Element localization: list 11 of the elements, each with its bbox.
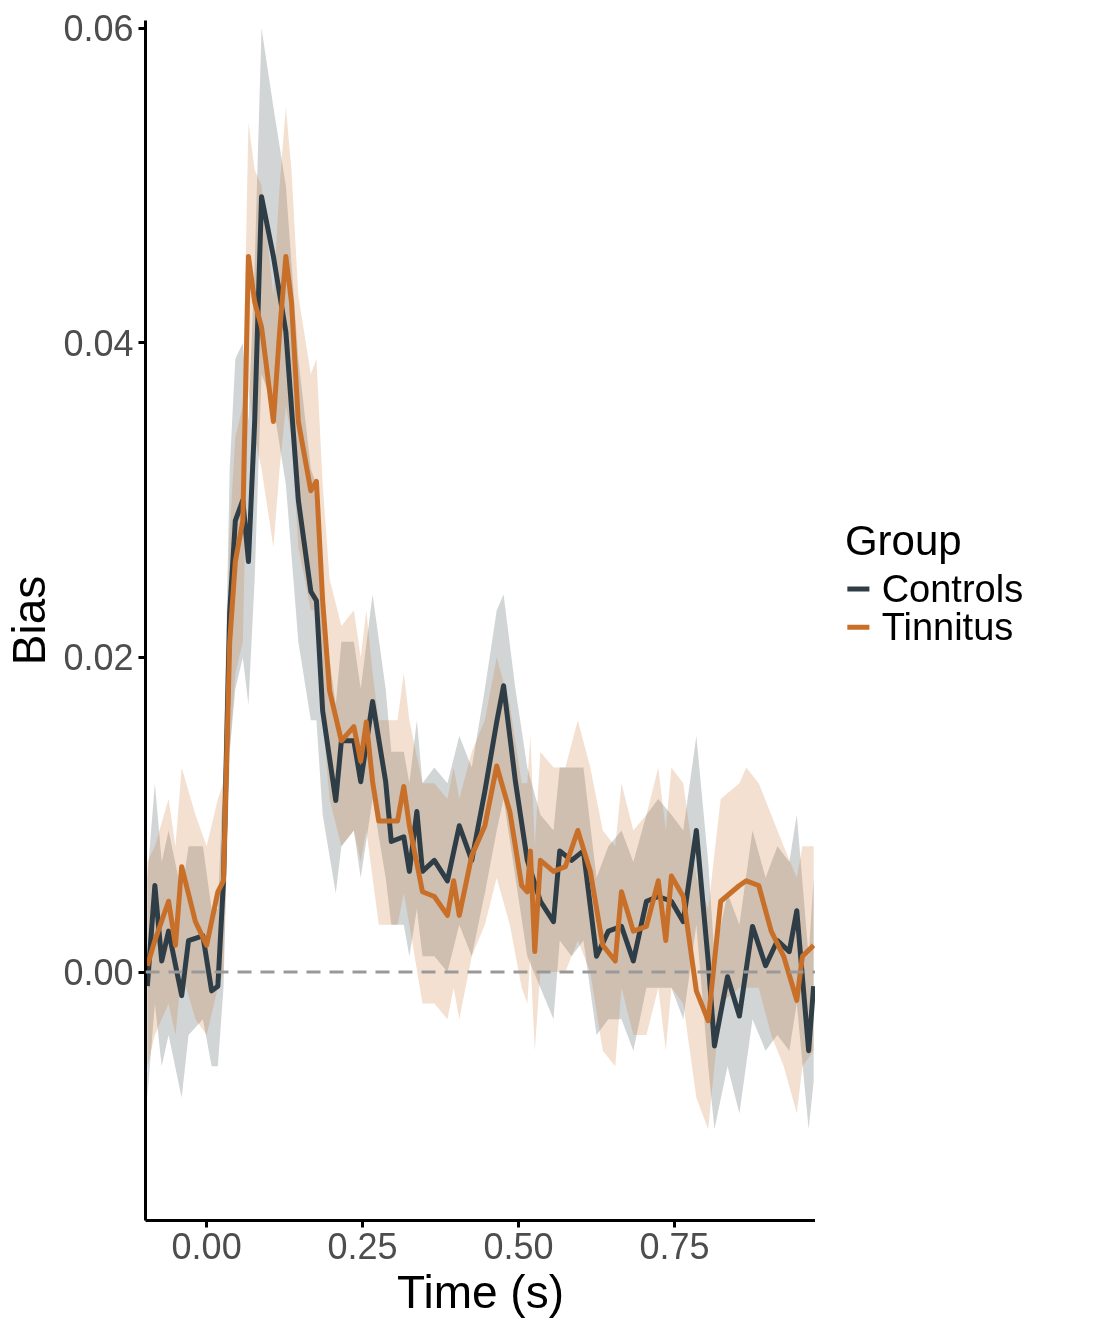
x-tick-label: 0.50	[483, 1225, 554, 1267]
x-tick-label: 0.75	[639, 1225, 710, 1267]
x-tick-label: 0.25	[327, 1225, 398, 1267]
y-axis-title: Bias	[3, 575, 56, 666]
y-tick-label: 0.00	[63, 952, 134, 994]
y-tick-label: 0.06	[63, 8, 134, 50]
y-tick-label: 0.04	[63, 322, 134, 364]
x-axis-title: Time (s)	[397, 1265, 564, 1318]
legend-title: Group	[844, 516, 962, 564]
y-tick-label: 0.02	[63, 637, 134, 679]
x-tick-label: 0.00	[171, 1225, 242, 1267]
